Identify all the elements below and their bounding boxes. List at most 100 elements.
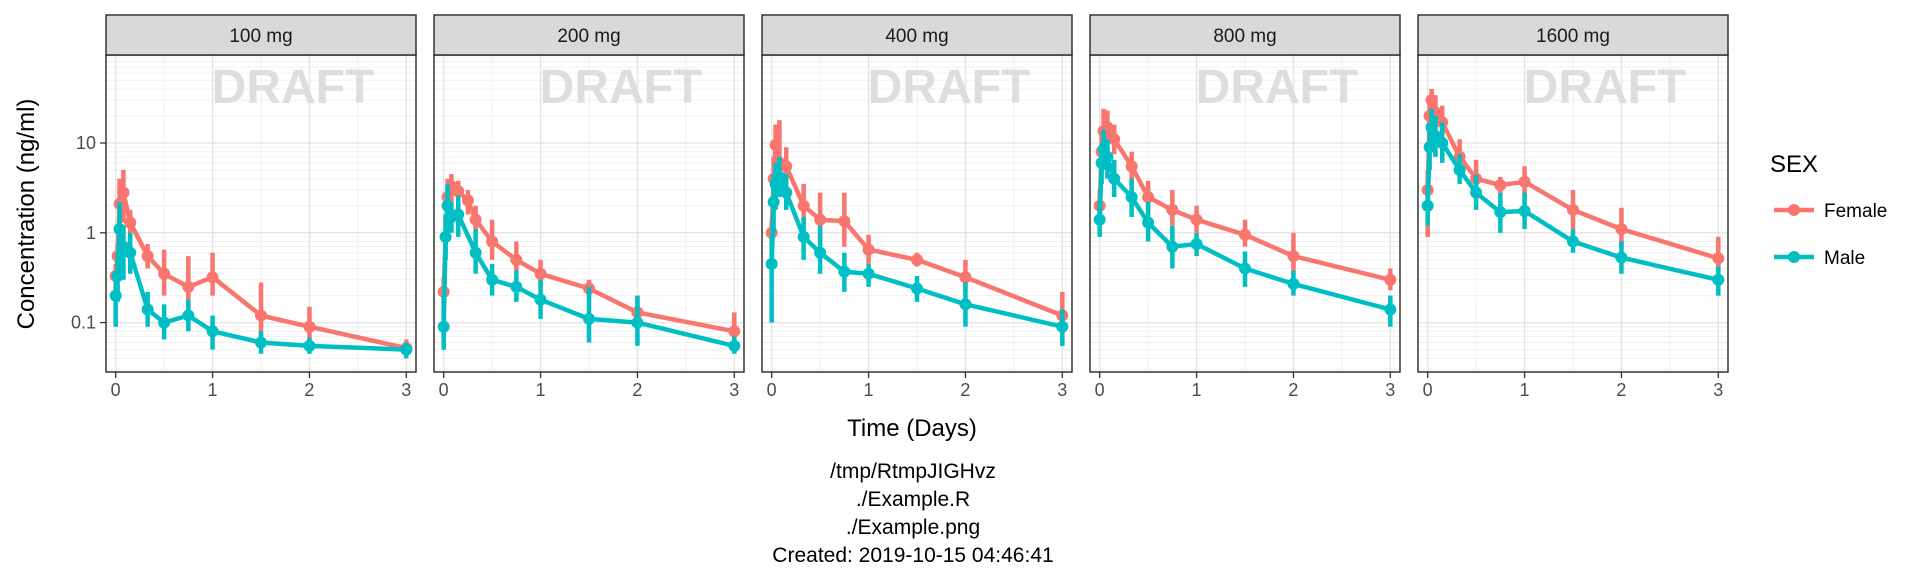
data-point [1125,191,1138,204]
draft-watermark: DRAFT [1524,61,1687,114]
y-tick-label: 1 [86,223,96,243]
draft-watermark: DRAFT [212,61,375,114]
data-point [1166,203,1179,216]
data-point [1615,223,1628,236]
data-point [469,246,482,259]
data-point [1712,273,1725,286]
data-point [780,160,793,173]
data-point [303,339,316,352]
x-tick-label: 1 [208,380,218,400]
data-point [439,230,452,243]
footnote-line: /tmp/RtmpJIGHvz [830,460,996,483]
data-point [1142,216,1155,229]
data-point [1166,240,1179,253]
data-point [1239,228,1251,241]
y-axis-title: Concentration (ng/ml) [13,99,40,330]
data-point [1494,179,1507,192]
y-tick-label: 0.1 [71,313,96,333]
x-tick-label: 1 [864,380,874,400]
data-point [1101,150,1114,163]
x-tick-label: 3 [729,380,739,400]
x-tick-label: 2 [1616,380,1626,400]
data-point [1287,277,1300,290]
facet-strip-label: 200 mg [557,26,620,47]
data-point [486,235,499,248]
data-point [303,320,316,333]
legend-label-female: Female [1824,201,1887,222]
data-point [1108,172,1121,185]
data-point [1190,213,1203,226]
data-point [769,139,782,152]
facet-strip [1089,14,1401,56]
data-point [1125,160,1138,173]
data-point [1108,133,1121,146]
data-point [1494,206,1507,219]
facet-strip-label: 800 mg [1213,26,1276,47]
footnote-line: Created: 2019-10-15 04:46:41 [772,544,1053,567]
facet-panel: DRAFT 1600 mg 0 1 2 3 [1417,14,1729,400]
y-tick-label: 10 [76,133,96,153]
data-point [1453,164,1466,177]
facet-panel: DRAFT 200 mg 0 1 2 3 [433,14,745,400]
data-point [1287,250,1300,263]
data-point [1056,320,1069,333]
data-point [1423,141,1436,154]
series-male [1093,129,1397,327]
data-point [773,170,786,183]
data-point [534,267,547,280]
data-point [111,270,124,283]
data-point [182,309,195,322]
draft-watermark: DRAFT [868,61,1031,114]
series-male [109,202,413,359]
data-point [113,223,126,236]
data-point [1567,235,1579,248]
data-point [1712,252,1725,265]
data-point [1425,94,1438,107]
data-point [452,208,465,221]
data-point [1093,213,1106,226]
data-point [1421,199,1434,212]
data-point [117,186,130,199]
facet-panel: DRAFT 800 mg 0 1 2 3 [1089,14,1401,400]
data-point [814,246,827,259]
x-tick-label: 0 [767,380,777,400]
x-tick-label: 1 [1192,380,1202,400]
data-point [838,265,851,278]
data-point [461,194,474,207]
data-point [534,293,547,306]
series-line [113,226,407,352]
data-point [486,273,499,286]
data-point [1518,175,1531,188]
data-point [206,271,219,284]
data-point [124,246,137,259]
data-point [400,343,413,356]
data-point [1384,273,1397,286]
data-point [158,267,171,280]
data-point [911,282,923,295]
data-point [797,199,810,212]
footnote-line: ./Example.png [846,516,980,539]
data-point [1142,191,1155,204]
facet-strip [433,14,745,56]
data-point [510,280,523,293]
facet-strip-label: 400 mg [885,26,948,47]
footnote-line: ./Example.R [856,488,970,511]
draft-watermark: DRAFT [540,61,703,114]
facet-strip [761,14,1073,56]
data-point [728,339,741,352]
x-tick-label: 2 [1288,380,1298,400]
data-point [441,199,454,212]
facet-panel: DRAFT 400 mg 0 1 2 3 [761,14,1073,400]
data-point [1470,186,1483,199]
facet-strip-label: 100 mg [229,26,292,47]
facet-strip [105,14,417,56]
data-point [109,289,122,302]
data-point [814,213,827,226]
facet-strip-label: 1600 mg [1536,26,1610,47]
data-point [1436,137,1449,150]
data-point [767,196,780,209]
data-point [1518,204,1531,217]
data-point [1239,262,1251,275]
